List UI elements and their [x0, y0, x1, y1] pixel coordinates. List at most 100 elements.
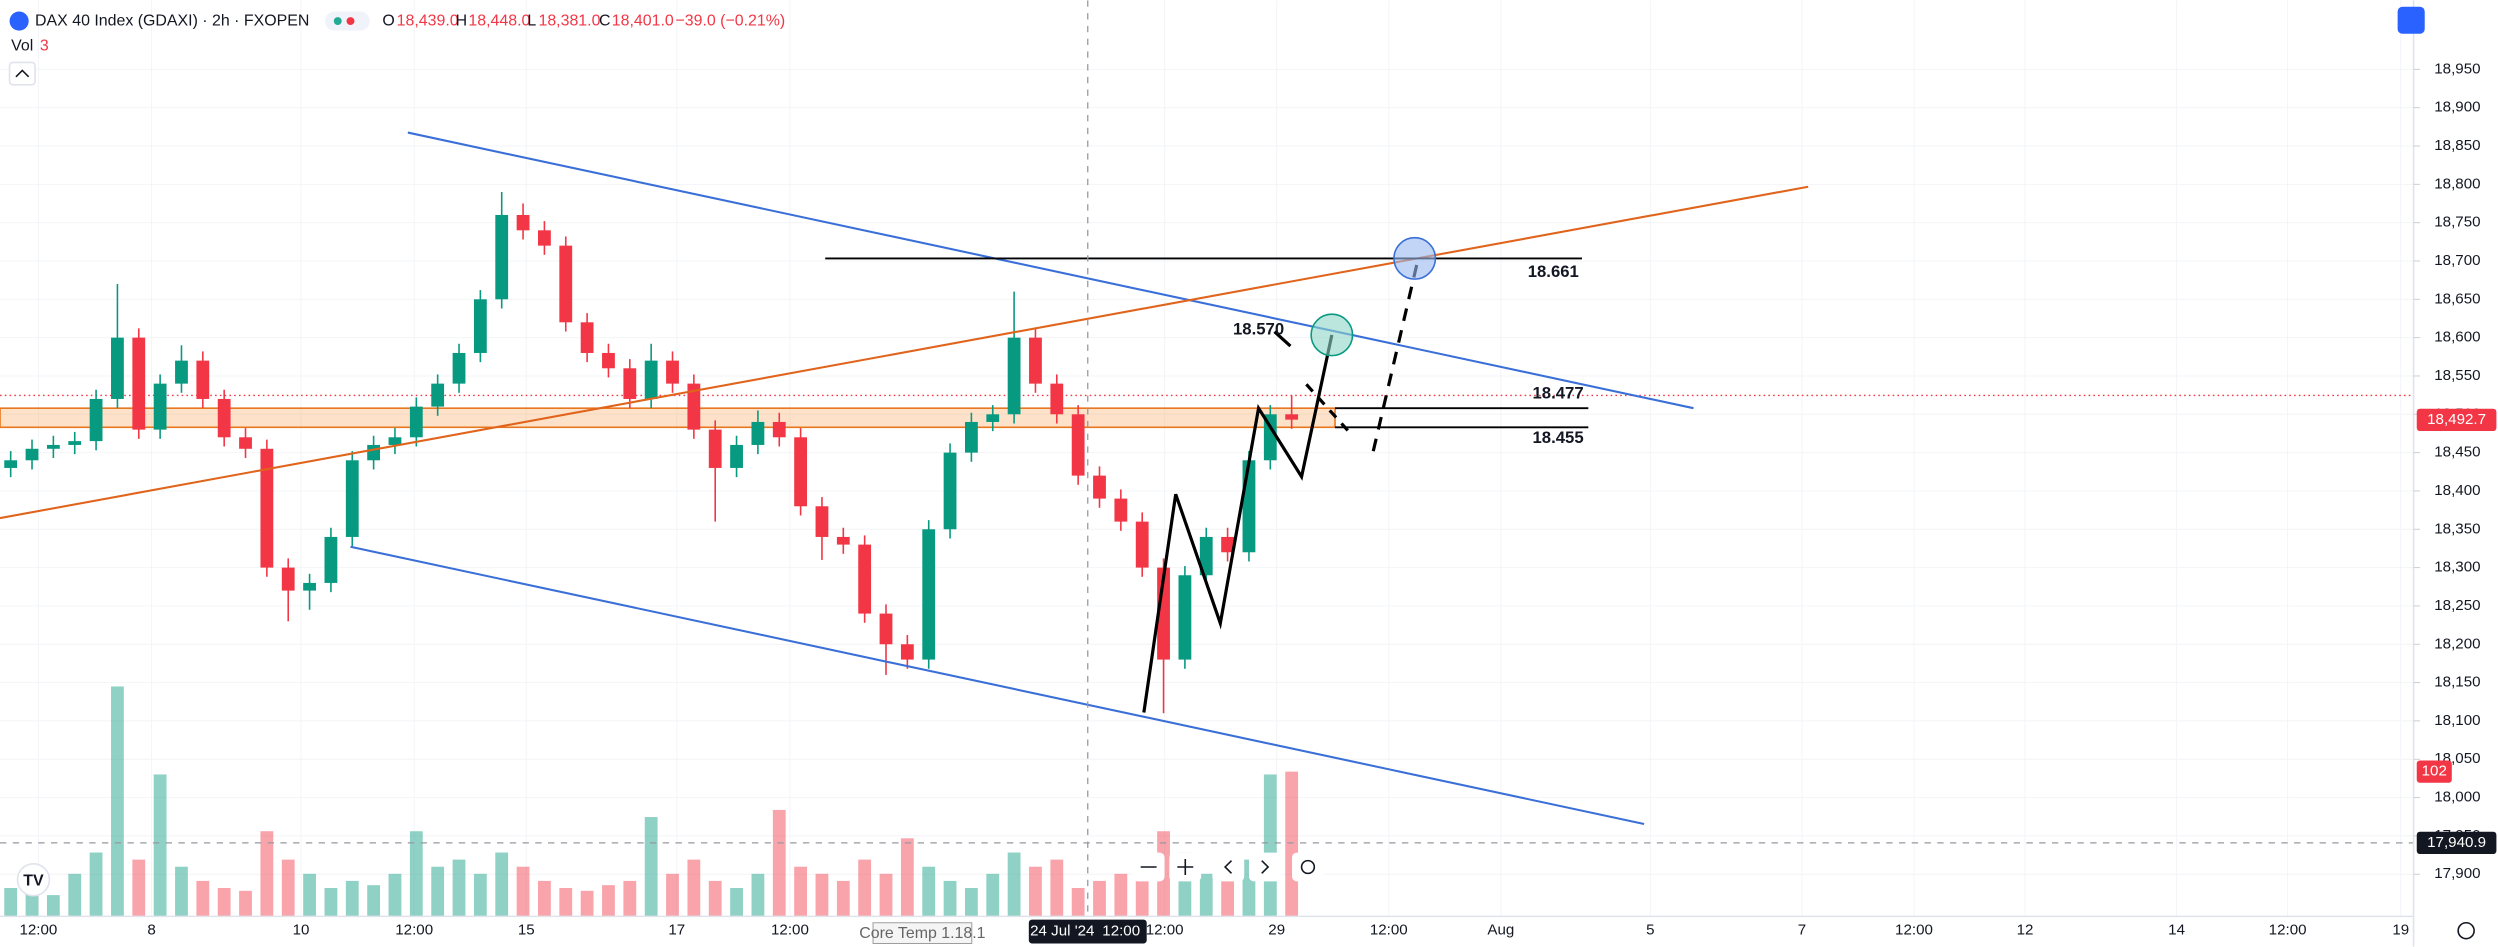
fullscreen-button[interactable] [2397, 6, 2425, 34]
candle-body [964, 421, 978, 453]
volume-bar [409, 831, 423, 917]
volume-bar [303, 873, 316, 917]
candle-body [644, 360, 658, 399]
channel-upper [407, 131, 1694, 410]
reset-icon [1300, 859, 1316, 875]
x-tick-label: 7 [1798, 922, 1806, 939]
volume-bar [196, 880, 210, 917]
candle-body [1221, 536, 1235, 553]
channel-lower [350, 545, 1645, 825]
collapse-button[interactable] [8, 61, 36, 86]
annotation: 18.455 [1532, 428, 1583, 447]
candle-body [196, 360, 210, 399]
volume-bar [559, 887, 573, 917]
y-tick-label: 18,450 [2434, 444, 2480, 461]
candle-body [68, 441, 82, 445]
volume-bar [217, 887, 231, 917]
volume-bar [324, 887, 338, 917]
candle-body [772, 421, 786, 438]
candle-body [1242, 460, 1256, 553]
volume-tag [2416, 760, 2452, 783]
volume-bar [687, 859, 701, 917]
y-tick-label: 18,200 [2434, 635, 2480, 652]
symbol-title[interactable]: DAX 40 Index (GDAXI) · 2h · FXOPEN [35, 12, 309, 29]
candle-body [1135, 521, 1149, 568]
volume-bar [1114, 873, 1128, 917]
candle-body [879, 613, 893, 645]
volume-bar [858, 859, 872, 917]
crosshair-date-label: 24 Jul '24 [1030, 923, 1094, 940]
y-tick-label: 18,750 [2434, 214, 2480, 231]
volume-bar [836, 880, 850, 917]
volume-bar [153, 774, 167, 917]
trendline [0, 185, 1809, 520]
volume-bar [281, 859, 295, 917]
target-circle [1393, 236, 1437, 280]
volume-bar [751, 873, 765, 917]
candle-body [1114, 498, 1128, 522]
y-tick-label: 18,800 [2434, 175, 2480, 192]
candle-body [1178, 575, 1192, 660]
y-tick-label: 18,700 [2434, 252, 2480, 269]
x-tick-label: 10 [293, 922, 310, 939]
status-dot [333, 17, 342, 26]
candle-body [473, 299, 487, 353]
reset-button[interactable] [1292, 852, 1324, 882]
candle-body [1071, 414, 1085, 476]
volume-bar [175, 866, 188, 917]
volume-bar [495, 852, 509, 917]
candle-body [239, 437, 252, 449]
x-tick-label: Aug [1487, 922, 1514, 939]
x-tick-label: 12:00 [1146, 922, 1184, 939]
scroll-right-button[interactable] [1249, 852, 1281, 882]
tv-logo[interactable] [16, 863, 51, 897]
y-tick-label: 18,600 [2434, 329, 2480, 346]
candle-body [623, 368, 637, 399]
volume-bar [900, 838, 914, 917]
volume-bar [986, 873, 1000, 917]
candle-body [89, 398, 103, 442]
legend-l: 18,381.0 [538, 12, 600, 29]
x-tick-label: 12 [2017, 922, 2034, 939]
volume-bar [1050, 859, 1064, 917]
volume-bar [1263, 774, 1277, 917]
candle-body [666, 360, 679, 384]
legend-c: 18,401.0 [612, 12, 674, 29]
candle-body [559, 245, 573, 323]
plus-icon [1177, 859, 1194, 875]
volume-bar [964, 887, 978, 917]
volume-bar [367, 885, 381, 917]
x-tick-label: 17 [668, 922, 685, 939]
crosshair-price-tag [2416, 831, 2497, 855]
collapse-icon [15, 69, 30, 78]
y-tick-label: 18,000 [2434, 789, 2480, 806]
y-tick-label: 18,150 [2434, 674, 2480, 691]
candle-body [1199, 536, 1213, 576]
x-tick-label: 15 [518, 922, 535, 939]
volume-bar [452, 859, 466, 917]
annotation: 18.661 [1528, 262, 1579, 281]
candle-body [1007, 337, 1021, 415]
symbol-icon[interactable] [9, 11, 29, 31]
volume-bar [239, 890, 252, 917]
volume-bar [580, 890, 594, 917]
volume-bar [132, 859, 146, 917]
candle-body [516, 214, 530, 231]
volume-tag-label: 102 [2422, 763, 2447, 780]
candle-body [1029, 337, 1042, 384]
right-icon [1261, 860, 1270, 874]
x-tick-label: 12:00 [395, 922, 433, 939]
candle-body [986, 414, 1000, 422]
scroll-left-button[interactable] [1212, 852, 1245, 882]
volume-bar [943, 880, 957, 917]
volume-bar [388, 873, 402, 917]
legend-o-label: O [382, 12, 394, 29]
volume-bar [431, 866, 445, 917]
candle-body [602, 352, 615, 369]
settings-icon[interactable] [2457, 921, 2475, 940]
candle-body [367, 444, 381, 461]
candle-body [303, 582, 316, 591]
candle-body [431, 383, 445, 407]
candle-body [751, 421, 765, 445]
y-tick-label: 18,650 [2434, 290, 2480, 307]
